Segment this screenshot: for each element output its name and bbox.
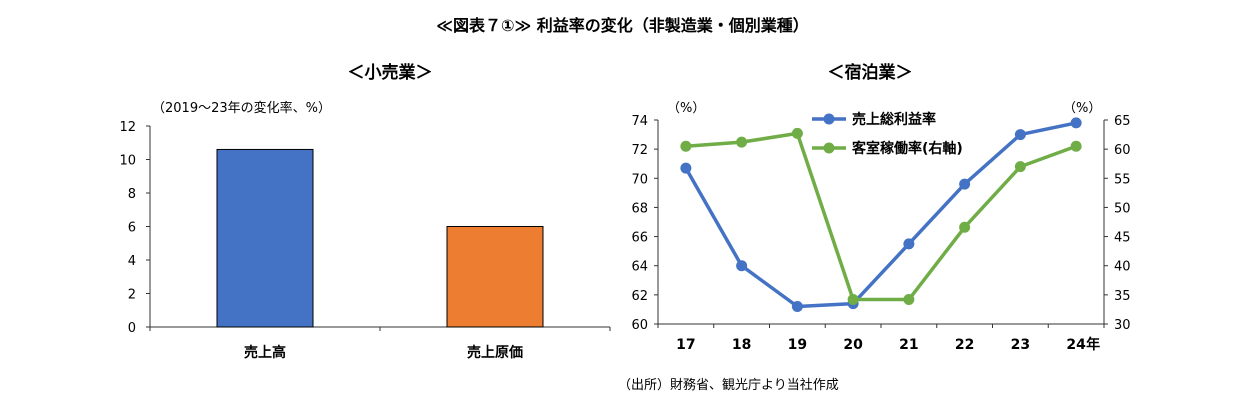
legend-label-2: 客室稼働率(右軸) [851, 140, 963, 157]
right-y-tick-label: 65 [1114, 114, 1131, 129]
x-tick-label: 18 [732, 337, 751, 353]
bar-y-axis-label: （2019～23年の変化率、%） [152, 100, 331, 116]
bar [446, 226, 544, 328]
right-y-tick-label: 30 [1114, 318, 1131, 333]
bar-y-tick-label: 2 [128, 288, 136, 303]
bar [216, 148, 314, 328]
legend-label-1: 売上総利益率 [852, 111, 936, 128]
source-note: （出所）財務省、観光庁より当社作成 [618, 378, 839, 393]
bar-y-tick-label: 8 [128, 187, 136, 202]
bar-y-tick-label: 6 [128, 221, 136, 236]
series-point-1 [1070, 117, 1082, 129]
hotel-line-chart: （%） （%） 60 62 64 66 68 70 72 74 30 35 40 45 50 55 60 65 17… [631, 101, 1131, 353]
left-axis-unit: （%） [667, 101, 705, 116]
page-title: ≪図表７①≫ 利益率の変化（非製造業・個別業種） [436, 16, 809, 35]
left-y-tick-label: 68 [631, 201, 648, 216]
left-y-tick-label: 62 [631, 289, 648, 304]
bar-y-tick-label: 10 [119, 154, 136, 169]
right-y-tick-label: 40 [1114, 260, 1131, 275]
bar-y-tick-label: 12 [119, 120, 136, 135]
x-tick-label: 22 [955, 337, 974, 353]
legend-marker-1 [823, 113, 835, 125]
bar-category-label: 売上原価 [467, 344, 523, 361]
right-y-tick-label: 45 [1114, 231, 1131, 246]
left-y-tick-label: 74 [631, 114, 648, 129]
x-axis-unit: 年 [1086, 336, 1100, 353]
bar-y-tick-label: 0 [128, 321, 136, 336]
series-point-2 [736, 136, 748, 148]
series-point-2 [680, 140, 692, 152]
right-y-tick-label: 50 [1114, 201, 1131, 216]
series-point-1 [959, 178, 971, 190]
left-y-tick-label: 72 [631, 143, 648, 158]
right-y-tick-label: 55 [1114, 172, 1131, 187]
x-tick-label: 21 [899, 337, 918, 353]
left-y-tick-label: 66 [631, 231, 648, 246]
series-point-2 [903, 294, 915, 306]
bar-category-label: 売上高 [244, 344, 286, 361]
series-point-1 [1014, 129, 1026, 141]
x-tick-label: 23 [1011, 337, 1030, 353]
right-y-tick-label: 60 [1114, 143, 1131, 158]
retail-bar-chart: （2019～23年の変化率、%） 0 2 4 6 8 10 12 売上高 売上原価 [119, 100, 611, 361]
retail-chart-title: ＜小売業＞ [347, 63, 433, 83]
bar-y-tick-label: 4 [128, 254, 136, 269]
x-tick-label: 24 [1066, 337, 1086, 353]
left-y-tick-label: 60 [631, 318, 648, 333]
series-point-1 [736, 260, 748, 272]
series-point-2 [959, 221, 971, 233]
series-line-2 [685, 131, 1077, 302]
series-point-1 [791, 301, 803, 313]
series-point-2 [847, 294, 859, 306]
series-point-2 [1070, 140, 1082, 152]
right-y-tick-label: 35 [1114, 289, 1131, 304]
series-point-1 [680, 162, 692, 174]
series-point-2 [1014, 161, 1026, 173]
left-y-tick-label: 64 [631, 260, 648, 275]
series-point-1 [903, 238, 915, 250]
legend-marker-2 [823, 142, 835, 154]
left-y-tick-label: 70 [631, 172, 648, 187]
x-tick-label: 17 [676, 337, 695, 353]
x-tick-label: 19 [788, 337, 807, 353]
right-axis-unit: （%） [1063, 101, 1101, 116]
hotel-chart-title: ＜宿泊業＞ [827, 63, 913, 83]
series-line-1 [684, 121, 1077, 309]
series-point-2 [791, 127, 803, 139]
x-tick-label: 20 [843, 337, 863, 353]
